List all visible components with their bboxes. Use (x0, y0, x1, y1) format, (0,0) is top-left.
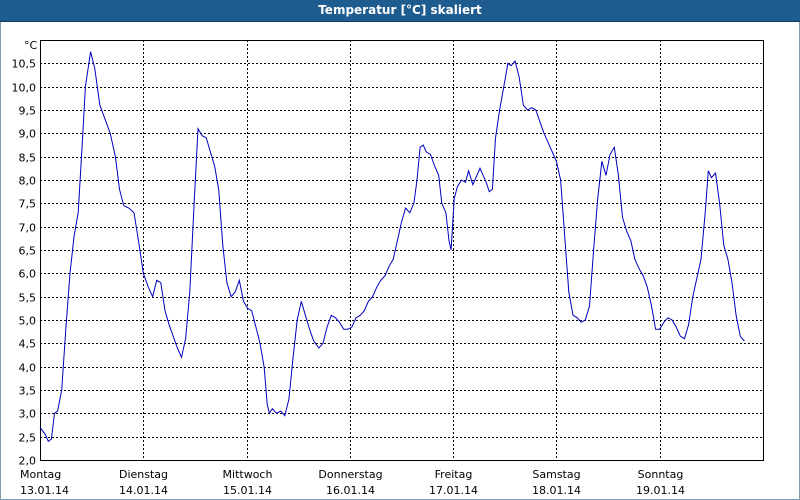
x-tick-day-label: Sonntag (638, 468, 684, 481)
plot-area-border (40, 40, 764, 461)
grid-lines (40, 40, 763, 460)
y-axis-labels: 2,0 2,5 3,0 3,5 4,0 4,5 5,0 5,5 6,0 6,5 7,0 7,5 8,0 8… (12, 58, 37, 468)
x-axis-labels: Montag 13.01.14 Dienstag 14.01.14 Mittwoch 15… (20, 468, 685, 497)
y-axis-unit-label: °C (24, 39, 38, 52)
x-tick-date-label: 19.01.14 (636, 484, 685, 497)
x-tick-day-label: Freitag (435, 468, 473, 481)
x-tick-date-label: 16.01.14 (326, 484, 375, 497)
x-tick-day-label: Dienstag (119, 468, 168, 481)
y-tick-label: 2,0 (19, 455, 37, 468)
x-tick-day-label: Montag (20, 468, 61, 481)
chart-title: Temperatur [°C] skaliert (318, 3, 482, 17)
y-tick-label: 4,5 (19, 338, 37, 351)
x-tick-date-label: 15.01.14 (223, 484, 272, 497)
y-tick-label: 5,0 (19, 315, 37, 328)
x-tick-date-label: 17.01.14 (429, 484, 478, 497)
x-tick-date-label: 13.01.14 (20, 484, 69, 497)
y-tick-label: 9,0 (19, 128, 37, 141)
x-tick-day-label: Mittwoch (223, 468, 273, 481)
y-tick-label: 2,5 (19, 432, 37, 445)
y-tick-label: 5,5 (19, 292, 37, 305)
x-tick-day-label: Samstag (532, 468, 580, 481)
y-tick-label: 6,5 (19, 245, 37, 258)
y-tick-label: 9,5 (19, 105, 37, 118)
y-tick-label: 10,5 (12, 58, 37, 71)
x-tick-day-label: Donnerstag (318, 468, 382, 481)
y-tick-label: 3,5 (19, 385, 37, 398)
y-tick-label: 6,0 (19, 268, 37, 281)
temperature-series-line (39, 51, 745, 443)
y-tick-label: 10,0 (12, 82, 37, 95)
y-tick-label: 7,0 (19, 222, 37, 235)
y-tick-label: 7,5 (19, 198, 37, 211)
chart-title-bar: Temperatur [°C] skaliert (0, 0, 800, 22)
y-tick-label: 8,0 (19, 175, 37, 188)
x-tick-date-label: 18.01.14 (532, 484, 581, 497)
y-tick-label: 3,0 (19, 408, 37, 421)
x-tick-date-label: 14.01.14 (119, 484, 168, 497)
y-tick-label: 8,5 (19, 152, 37, 165)
y-tick-label: 4,0 (19, 362, 37, 375)
